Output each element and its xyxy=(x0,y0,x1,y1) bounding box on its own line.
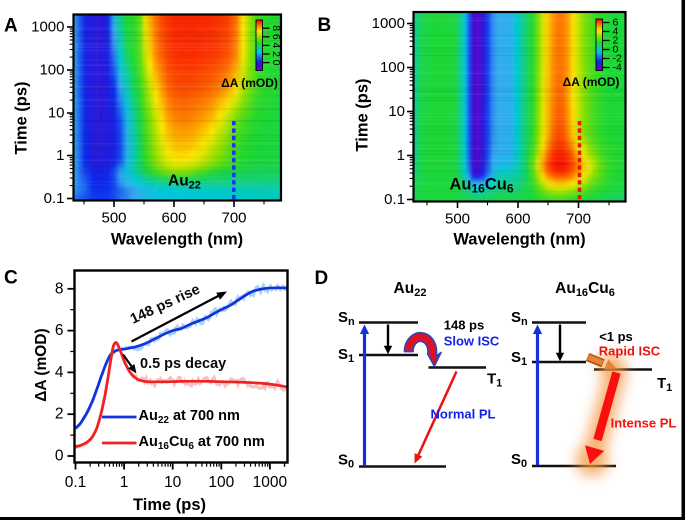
svg-text:0.1: 0.1 xyxy=(384,191,405,208)
svg-text:D: D xyxy=(315,268,329,289)
svg-text:8: 8 xyxy=(55,280,64,297)
svg-text:Normal PL: Normal PL xyxy=(430,407,495,422)
svg-text:Time (ps): Time (ps) xyxy=(13,81,31,154)
svg-text:0.1: 0.1 xyxy=(65,474,87,491)
svg-text:0.1: 0.1 xyxy=(44,190,65,207)
svg-text:T1: T1 xyxy=(657,375,672,394)
svg-text:4: 4 xyxy=(270,42,282,48)
svg-text:500: 500 xyxy=(101,210,126,227)
svg-text:C: C xyxy=(4,268,18,289)
svg-text:4: 4 xyxy=(55,364,64,381)
svg-text:6: 6 xyxy=(613,17,619,29)
svg-text:1: 1 xyxy=(120,474,129,491)
svg-text:Wavelength (nm): Wavelength (nm) xyxy=(453,231,585,249)
svg-text:Au22 at 700 nm: Au22 at 700 nm xyxy=(139,408,240,426)
svg-text:Time (ps): Time (ps) xyxy=(354,78,372,151)
svg-text:2: 2 xyxy=(55,406,64,423)
svg-text:8: 8 xyxy=(270,25,282,31)
svg-text:-2: -2 xyxy=(613,53,622,65)
svg-text:0: 0 xyxy=(55,448,64,465)
svg-text:2: 2 xyxy=(613,35,619,47)
svg-text:0: 0 xyxy=(270,60,282,66)
svg-text:B: B xyxy=(318,15,332,36)
svg-text:ΔA (mOD): ΔA (mOD) xyxy=(563,75,620,89)
svg-text:600: 600 xyxy=(161,210,186,227)
svg-text:ΔA (mOD): ΔA (mOD) xyxy=(221,76,278,90)
svg-text:6: 6 xyxy=(270,34,282,40)
svg-text:Time (ps): Time (ps) xyxy=(133,496,206,514)
svg-text:Rapid ISC: Rapid ISC xyxy=(599,344,661,359)
svg-text:2: 2 xyxy=(270,51,282,57)
svg-text:100: 100 xyxy=(39,62,64,79)
svg-text:1000: 1000 xyxy=(372,15,405,32)
svg-text:Slow ISC: Slow ISC xyxy=(444,334,500,349)
svg-text:Au16Cu6: Au16Cu6 xyxy=(555,280,615,299)
svg-text:S1: S1 xyxy=(511,349,527,368)
svg-text:T1: T1 xyxy=(487,371,502,390)
svg-text:A: A xyxy=(4,16,18,37)
svg-text:<1 ps: <1 ps xyxy=(599,329,633,344)
svg-text:700: 700 xyxy=(566,211,591,228)
svg-text:148 ps: 148 ps xyxy=(444,318,484,333)
svg-text:10: 10 xyxy=(48,105,65,122)
svg-text:0.5 ps decay: 0.5 ps decay xyxy=(140,356,226,372)
svg-text:S0: S0 xyxy=(511,451,527,470)
svg-text:500: 500 xyxy=(445,211,470,228)
svg-text:1000: 1000 xyxy=(31,19,64,36)
svg-text:Au16Cu6: Au16Cu6 xyxy=(450,176,514,196)
svg-text:S1: S1 xyxy=(338,346,354,365)
svg-text:10: 10 xyxy=(388,103,405,120)
svg-text:4: 4 xyxy=(613,26,619,38)
svg-text:10: 10 xyxy=(164,474,182,491)
svg-text:1: 1 xyxy=(397,147,405,164)
svg-text:Wavelength (nm): Wavelength (nm) xyxy=(111,231,243,249)
svg-text:700: 700 xyxy=(221,210,246,227)
svg-text:Au16Cu6 at 700 nm: Au16Cu6 at 700 nm xyxy=(139,434,265,452)
svg-text:Intense PL: Intense PL xyxy=(611,416,677,431)
svg-text:S0: S0 xyxy=(338,452,354,471)
svg-text:6: 6 xyxy=(55,322,64,339)
svg-text:0: 0 xyxy=(613,44,619,56)
svg-text:1000: 1000 xyxy=(253,474,288,491)
svg-text:ΔA (mOD): ΔA (mOD) xyxy=(33,328,50,401)
svg-text:100: 100 xyxy=(208,474,234,491)
svg-text:1: 1 xyxy=(56,147,64,164)
svg-text:-4: -4 xyxy=(613,62,622,74)
svg-text:600: 600 xyxy=(505,211,530,228)
svg-text:Sn: Sn xyxy=(511,309,528,328)
svg-text:Au22: Au22 xyxy=(394,280,427,299)
svg-text:Sn: Sn xyxy=(338,309,355,328)
svg-text:100: 100 xyxy=(380,59,405,76)
